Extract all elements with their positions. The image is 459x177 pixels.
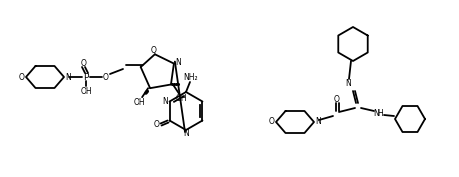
- Text: N: N: [183, 129, 189, 138]
- Text: NH₂: NH₂: [184, 73, 198, 81]
- Text: P: P: [84, 73, 89, 81]
- Text: N: N: [373, 110, 379, 118]
- Text: N: N: [345, 79, 351, 88]
- Text: O: O: [334, 95, 340, 104]
- Text: O: O: [151, 46, 157, 55]
- Text: OH: OH: [80, 87, 92, 96]
- Text: OH: OH: [175, 94, 187, 103]
- Text: O: O: [19, 73, 25, 81]
- Text: O: O: [103, 73, 109, 81]
- Text: O: O: [269, 118, 275, 127]
- Text: N: N: [315, 118, 321, 127]
- Text: N: N: [175, 58, 181, 67]
- Text: O: O: [154, 120, 159, 129]
- Text: N: N: [65, 73, 71, 81]
- Text: N: N: [162, 97, 168, 106]
- Text: O: O: [81, 59, 87, 67]
- Text: OH: OH: [133, 98, 145, 107]
- Text: H: H: [377, 110, 383, 118]
